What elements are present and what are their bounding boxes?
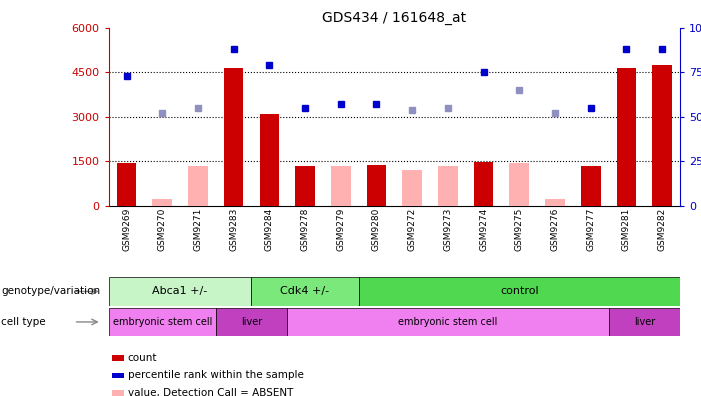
Bar — [188, 166, 207, 206]
Bar — [112, 390, 124, 396]
Text: count: count — [128, 353, 157, 363]
Bar — [438, 166, 458, 206]
Bar — [402, 170, 422, 206]
Text: liver: liver — [634, 317, 655, 327]
Text: embryonic stem cell: embryonic stem cell — [113, 317, 212, 327]
Bar — [545, 200, 565, 206]
Bar — [116, 164, 136, 206]
Bar — [109, 277, 252, 306]
Text: value, Detection Call = ABSENT: value, Detection Call = ABSENT — [128, 388, 293, 396]
Text: embryonic stem cell: embryonic stem cell — [398, 317, 498, 327]
Text: cell type: cell type — [1, 317, 46, 327]
Text: Cdk4 +/-: Cdk4 +/- — [280, 286, 329, 297]
Bar — [295, 166, 315, 206]
Text: Abca1 +/-: Abca1 +/- — [152, 286, 207, 297]
Bar — [474, 162, 494, 206]
Title: GDS434 / 161648_at: GDS434 / 161648_at — [322, 11, 466, 25]
Bar — [152, 200, 172, 206]
Bar — [112, 355, 124, 360]
Text: percentile rank within the sample: percentile rank within the sample — [128, 371, 304, 381]
Bar — [617, 68, 637, 206]
Bar — [112, 373, 124, 378]
Bar — [608, 308, 680, 336]
Bar — [367, 165, 386, 206]
Bar — [259, 114, 279, 206]
Bar — [109, 308, 216, 336]
Bar — [224, 68, 243, 206]
Bar — [252, 277, 359, 306]
Bar — [510, 164, 529, 206]
Text: genotype/variation: genotype/variation — [1, 286, 100, 297]
Bar — [287, 308, 608, 336]
Text: liver: liver — [241, 317, 262, 327]
Bar — [653, 65, 672, 206]
Bar — [331, 166, 350, 206]
Bar — [359, 277, 680, 306]
Bar — [216, 308, 287, 336]
Text: control: control — [500, 286, 538, 297]
Bar — [581, 166, 601, 206]
